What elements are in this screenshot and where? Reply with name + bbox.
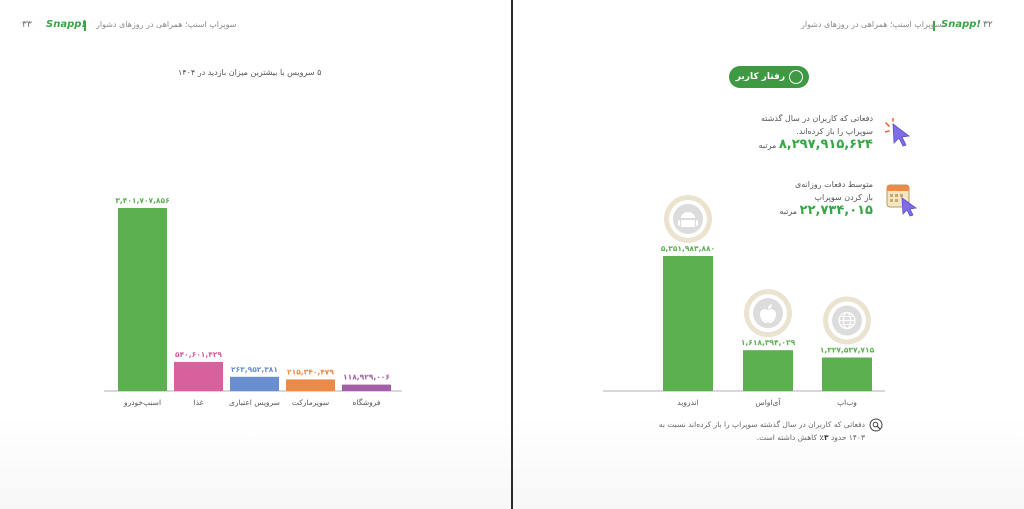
bar [174,361,223,391]
bar [118,208,167,391]
user-behavior-pill: رفتار کاربر [729,66,809,88]
note-percent: ۳٪ [819,433,829,442]
right-page: ۳۲ Snapp! سوپراپ اسنپ؛ همراهی در روزهای … [513,0,1024,509]
calendar-icon [886,184,918,217]
search-note-icon [869,418,883,432]
platform-bar-chart: ۵,۳۵۱,۹۸۳,۸۸۰ اندروید ۱,۶۱۸,۳۹۴,۰۲۹ آی‌اواس… [603,195,885,407]
services-bar-chart: ۳,۴۰۱,۷۰۷,۸۵۶ اسنپ‌خودرو ۵۴۰,۶۰۱,۴۲۹ غذا ۲۶۳… [104,196,402,407]
globe-icon [823,296,871,345]
data-label: ۱۱۸,۹۲۹,۰۰۶ [343,373,390,382]
chart-title: ۵ سرویس با بیشترین میزان بازدید در ۱۴۰۴ [178,68,322,77]
data-label: ۲۶۳,۹۵۲,۳۸۱ [231,365,278,374]
stat-daily-opens: متوسط دفعات روزانه‌ی باز کردن سوپراپ ۲۲,… [738,178,873,218]
header-title: سوپراپ اسنپ؛ همراهی در روزهای دشوار [801,20,942,29]
user-behavior-icon [789,70,803,84]
note-line-2: ۱۴۰۳ حدود ۳٪ کاهش داشته است. [756,433,865,442]
data-label: ۳,۴۰۱,۷۰۷,۸۵۶ [115,196,169,205]
bar [822,357,872,391]
stat-value: ۸,۲۹۷,۹۱۵,۶۲۴ [778,137,873,152]
header-title: سوپراپ اسنپ؛ همراهی در روزهای دشوار [96,20,237,29]
data-label: ۱,۶۱۸,۳۹۴,۰۲۹ [741,338,796,347]
page-number: ۳۲ [983,20,993,30]
note-text: دفعاتی که کاربران در سال گذشته سوپراپ را… [635,418,865,444]
snapp-logo: Snapp! [46,19,86,30]
stat-label: باز کردن سوپراپ [814,193,873,202]
left-page: ۳۳ Snapp! سوپراپ اسنپ؛ همراهی در روزهای … [0,0,511,509]
category-label: سرویس اعتباری [229,398,280,407]
category-label: سوپرمارکت [292,398,329,407]
data-label: ۵۴۰,۶۰۱,۴۲۹ [175,350,222,359]
android-icon [664,195,712,243]
bar [230,376,279,391]
category-label: اندروید [677,398,698,407]
stat-app-opens: دفعاتی که کاربران در سال گذشته سوپراپ را… [738,112,873,152]
data-label: ۲۱۵,۳۴۰,۴۷۹ [287,367,334,376]
data-label: ۵,۳۵۱,۹۸۳,۸۸۰ [661,244,715,253]
category-label: وب‌اپ [837,398,857,407]
stat-unit: مرتبه [779,207,798,216]
bar [342,384,391,391]
stat-unit: مرتبه [758,141,777,150]
apple-icon [744,289,792,338]
snapp-logo: Snapp! [941,19,981,30]
category-label: اسنپ‌خودرو [123,398,161,407]
header-divider [933,21,935,31]
cursor-click-icon [885,118,911,147]
page-divider [511,0,513,509]
stat-label: سوپراپ را باز کرده‌اند. [796,127,873,136]
note-line-1: دفعاتی که کاربران در سال گذشته سوپراپ را… [658,420,865,429]
stat-value: ۲۲,۷۳۴,۰۱۵ [799,203,873,218]
header-divider [84,21,86,31]
data-label: ۱,۳۲۷,۵۳۷,۷۱۵ [820,346,875,355]
stat-label: متوسط دفعات روزانه‌ی [794,180,873,189]
page-number: ۳۳ [22,20,32,30]
bar [743,350,793,391]
bar [286,379,335,391]
category-label: آی‌اواس [756,397,782,407]
bar [663,256,713,391]
category-label: فروشگاه [353,398,381,407]
category-label: غذا [194,398,204,407]
stat-label: دفعاتی که کاربران در سال گذشته [760,114,873,123]
